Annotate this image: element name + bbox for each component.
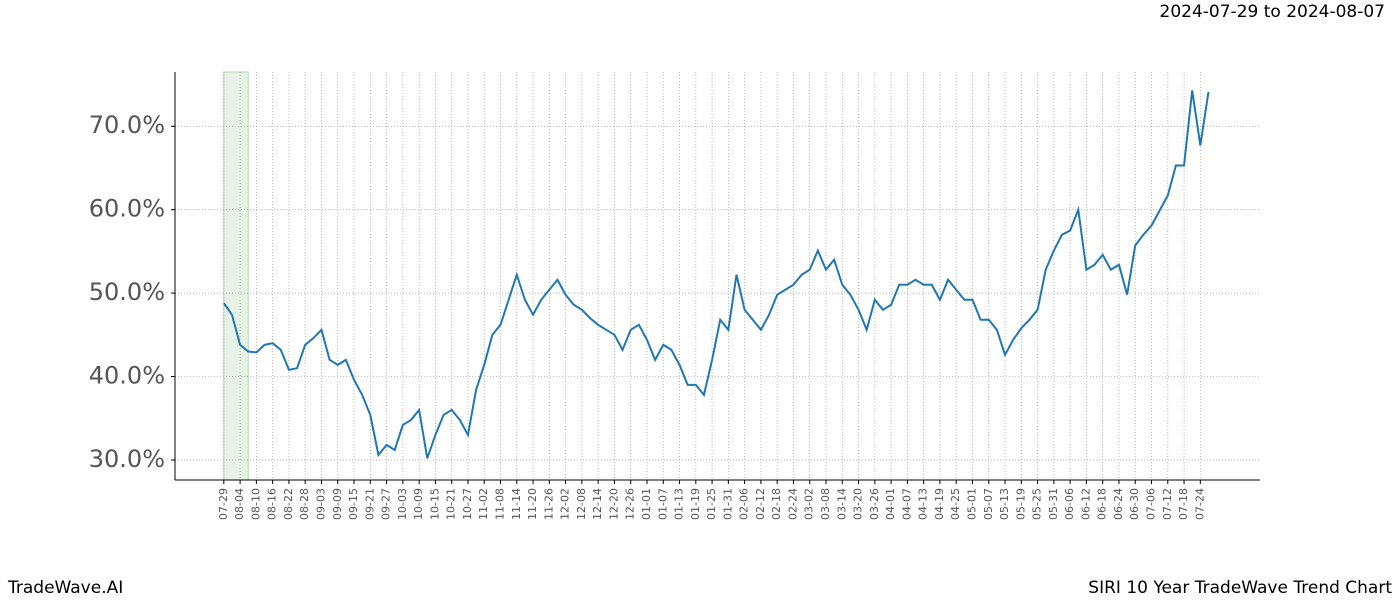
x-tick-label: 05-31: [1047, 488, 1060, 520]
x-tick-label: 01-07: [656, 488, 669, 520]
x-tick-label: 12-20: [607, 488, 620, 520]
x-tick-label: 08-28: [298, 488, 311, 520]
x-tick-label: 12-08: [575, 488, 588, 520]
x-tick-label: 10-21: [445, 488, 458, 520]
x-tick-label: 04-25: [949, 488, 962, 520]
x-tick-label: 09-15: [347, 488, 360, 520]
x-tick-label: 12-02: [559, 488, 572, 520]
x-tick-label: 04-07: [900, 488, 913, 520]
x-tick-label: 07-06: [1145, 488, 1158, 520]
x-tick-label: 02-24: [786, 488, 799, 520]
x-tick-label: 05-25: [1031, 488, 1044, 520]
x-tick-label: 05-07: [982, 488, 995, 520]
x-tick-label: 04-19: [933, 488, 946, 520]
x-tick-label: 11-02: [477, 488, 490, 520]
x-tick-label: 07-18: [1177, 488, 1190, 520]
x-tick-label: 07-29: [217, 488, 230, 520]
x-tick-label: 10-03: [396, 488, 409, 520]
x-tick-label: 10-27: [461, 488, 474, 520]
x-tick-label: 11-26: [542, 488, 555, 520]
x-tick-label: 01-01: [640, 488, 653, 520]
x-tick-label: 06-24: [1112, 488, 1125, 520]
x-tick-label: 03-08: [819, 488, 832, 520]
x-tick-label: 02-06: [738, 488, 751, 520]
x-tick-label: 01-13: [673, 488, 686, 520]
x-tick-label: 09-21: [363, 488, 376, 520]
data-line: [223, 90, 1210, 459]
x-tick-label: 01-31: [721, 488, 734, 520]
x-tick-label: 05-13: [998, 488, 1011, 520]
x-tick-label: 04-01: [884, 488, 897, 520]
x-tick-label: 07-24: [1193, 488, 1206, 520]
x-tick-label: 01-25: [705, 488, 718, 520]
x-tick-label: 04-13: [917, 488, 930, 520]
x-tick-label: 07-12: [1161, 488, 1174, 520]
x-tick-label: 03-20: [852, 488, 865, 520]
x-tick-label: 03-14: [835, 488, 848, 520]
x-tick-label: 09-27: [380, 488, 393, 520]
x-tick-label: 12-26: [624, 488, 637, 520]
x-tick-label: 11-20: [526, 488, 539, 520]
x-tick-label: 08-16: [266, 488, 279, 520]
date-range: 2024-07-29 to 2024-08-07: [1160, 2, 1385, 22]
x-tick-label: 08-10: [249, 488, 262, 520]
brand: TradeWave.AI: [7, 578, 123, 598]
x-tick-label: 06-30: [1128, 488, 1141, 520]
x-tick-label: 06-06: [1063, 488, 1076, 520]
x-tick-label: 08-04: [233, 488, 246, 520]
x-tick-label: 01-19: [689, 488, 702, 520]
chart-title: SIRI 10 Year TradeWave Trend Chart: [1088, 578, 1392, 598]
y-tick-label: 30.0%: [89, 445, 165, 473]
x-tick-label: 03-26: [868, 488, 881, 520]
x-tick-label: 11-14: [510, 488, 523, 520]
x-tick-label: 06-12: [1079, 488, 1092, 520]
y-tick-label: 60.0%: [89, 195, 165, 223]
x-tick-label: 12-14: [591, 488, 604, 520]
x-tick-label: 08-22: [282, 488, 295, 520]
y-tick-label: 40.0%: [89, 362, 165, 390]
x-tick-label: 02-18: [770, 488, 783, 520]
highlight-span: [223, 71, 249, 481]
x-tick-label: 10-09: [412, 488, 425, 520]
x-tick-label: 11-08: [494, 488, 507, 520]
y-tick-label: 50.0%: [89, 278, 165, 306]
x-tick-label: 03-02: [803, 488, 816, 520]
x-tick-label: 09-09: [331, 488, 344, 520]
x-tick-label: 02-12: [754, 488, 767, 520]
x-tick-label: 05-19: [1014, 488, 1027, 520]
x-tick-label: 10-15: [428, 488, 441, 520]
x-tick-label: 09-03: [314, 488, 327, 520]
x-tick-label: 05-01: [965, 488, 978, 520]
y-tick-label: 70.0%: [89, 111, 165, 139]
x-tick-label: 06-18: [1096, 488, 1109, 520]
